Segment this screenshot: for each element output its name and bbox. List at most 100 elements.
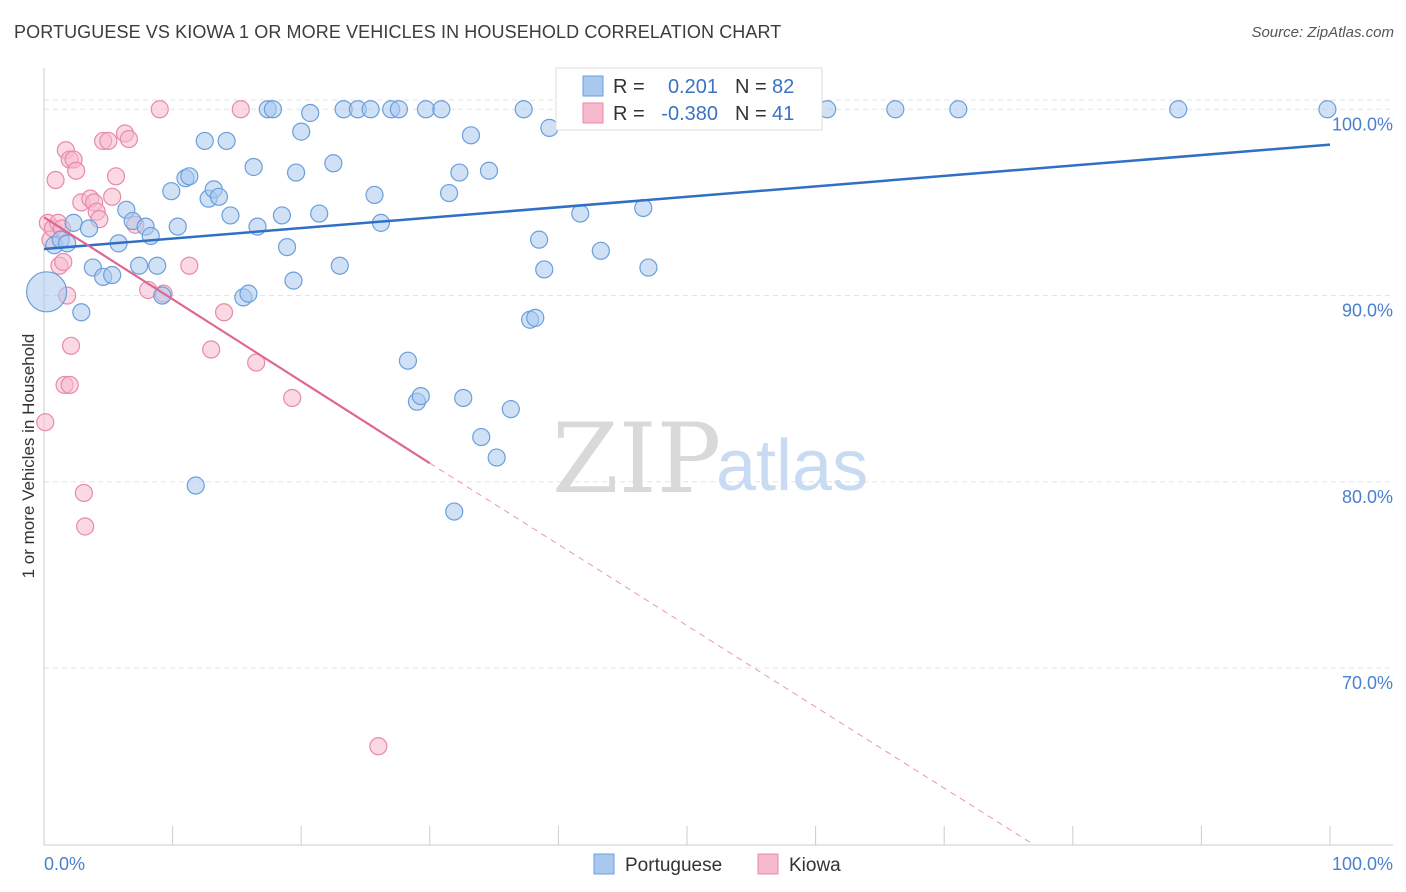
portuguese-point: [162, 182, 181, 201]
watermark-zip: ZIP: [552, 403, 721, 515]
grid: [44, 99, 1393, 669]
stats-legend: R = 0.201 N = 82 R = -0.380 N = 41: [555, 67, 823, 131]
portuguese-point: [416, 100, 436, 119]
kiowa-point: [369, 737, 388, 756]
kiowa-point: [231, 100, 250, 119]
portuguese-point: [217, 131, 236, 151]
y-tick-labels: 70.0% 80.0% 90.0% 100.0%: [1332, 114, 1393, 693]
portuguese-point: [286, 163, 306, 182]
portuguese-point: [1169, 100, 1188, 119]
trend-lines: [43, 143, 1331, 846]
portuguese-point: [301, 103, 320, 123]
portuguese-point: [501, 400, 520, 419]
kiowa-point: [180, 256, 199, 275]
portuguese-point: [324, 154, 343, 173]
portuguese-point: [886, 100, 905, 119]
portuguese-point: [411, 387, 430, 406]
kiowa-point: [67, 161, 86, 180]
portuguese-point: [540, 118, 559, 137]
portuguese-trend-line: [43, 143, 1331, 251]
y-axis-label: 1 or more Vehicles in Household: [19, 334, 38, 579]
portuguese-point: [244, 157, 263, 177]
portuguese-point: [272, 206, 292, 225]
legend-r-value-kiowa: -0.380: [661, 103, 718, 125]
kiowa-point: [36, 413, 55, 432]
portuguese-point: [284, 271, 303, 290]
portuguese-point: [571, 204, 590, 223]
kiowa-point: [46, 170, 65, 190]
kiowa-point: [74, 483, 93, 503]
portuguese-point: [530, 230, 549, 249]
portuguese-point: [365, 185, 384, 205]
portuguese-point: [472, 427, 491, 447]
y-tick-label: 80.0%: [1342, 487, 1393, 507]
portuguese-point: [310, 204, 329, 223]
kiowa-point: [202, 340, 221, 359]
portuguese-point: [432, 100, 451, 119]
kiowa-point: [247, 353, 266, 372]
portuguese-point: [148, 256, 167, 275]
kiowa-trend-extension: [429, 462, 1035, 846]
legend-r-value-portuguese: 0.201: [668, 76, 718, 98]
legend-n-value-portuguese: 82: [772, 76, 794, 98]
legend-swatch-kiowa: [582, 102, 604, 124]
y-tick-label: 70.0%: [1342, 673, 1393, 693]
portuguese-points: [25, 100, 1337, 521]
portuguese-point: [103, 265, 122, 285]
kiowa-point: [150, 100, 169, 119]
portuguese-point: [1318, 100, 1337, 119]
kiowa-point: [214, 303, 234, 322]
chart-title: PORTUGUESE VS KIOWA 1 OR MORE VEHICLES I…: [14, 22, 782, 42]
kiowa-point: [99, 131, 118, 151]
portuguese-point: [239, 284, 258, 303]
legend-r-label-portuguese: R =: [613, 76, 645, 98]
portuguese-point: [949, 100, 968, 119]
source-label: Source: ZipAtlas.com: [1251, 24, 1394, 41]
kiowa-point: [60, 375, 79, 395]
portuguese-point: [389, 100, 409, 119]
kiowa-point: [283, 388, 302, 408]
legend-r-label-kiowa: R =: [613, 103, 645, 125]
portuguese-point: [292, 122, 311, 141]
portuguese-point: [277, 237, 297, 257]
portuguese-point: [526, 308, 545, 327]
kiowa-point: [106, 167, 126, 186]
series-legend: Portuguese Kiowa: [593, 853, 841, 876]
portuguese-point: [221, 206, 240, 225]
portuguese-point: [439, 183, 459, 203]
series-legend-label-portuguese: Portuguese: [625, 855, 722, 876]
kiowa-point: [54, 252, 73, 272]
kiowa-point: [103, 187, 122, 206]
kiowa-point: [119, 129, 138, 149]
portuguese-point: [79, 219, 99, 238]
axes: [43, 68, 1393, 846]
portuguese-point: [263, 100, 283, 119]
series-legend-swatch-kiowa: [757, 853, 779, 875]
portuguese-point: [130, 256, 149, 275]
portuguese-point: [487, 448, 506, 467]
portuguese-point: [180, 167, 199, 186]
series-legend-swatch-portuguese: [593, 853, 615, 875]
legend-n-value-kiowa: 41: [772, 103, 794, 125]
portuguese-point: [398, 351, 418, 370]
portuguese-point: [186, 476, 205, 495]
legend-n-label-portuguese: N =: [735, 76, 767, 98]
portuguese-point: [72, 303, 91, 322]
series-legend-label-kiowa: Kiowa: [789, 855, 841, 876]
y-tick-label: 100.0%: [1332, 114, 1393, 134]
portuguese-point: [445, 502, 464, 521]
portuguese-point: [461, 126, 481, 145]
watermark-atlas: atlas: [716, 426, 868, 506]
portuguese-point: [450, 163, 469, 182]
legend-n-label-kiowa: N =: [735, 103, 767, 125]
portuguese-point: [64, 213, 83, 232]
watermark: ZIP atlas: [552, 403, 868, 515]
portuguese-point: [479, 161, 499, 180]
portuguese-point: [361, 100, 380, 119]
x-tick-labels: 0.0% 100.0%: [44, 854, 1393, 874]
x-tick-label-min: 0.0%: [44, 854, 85, 874]
portuguese-point: [535, 260, 554, 279]
y-tick-label: 90.0%: [1342, 301, 1393, 321]
portuguese-point: [195, 131, 214, 151]
